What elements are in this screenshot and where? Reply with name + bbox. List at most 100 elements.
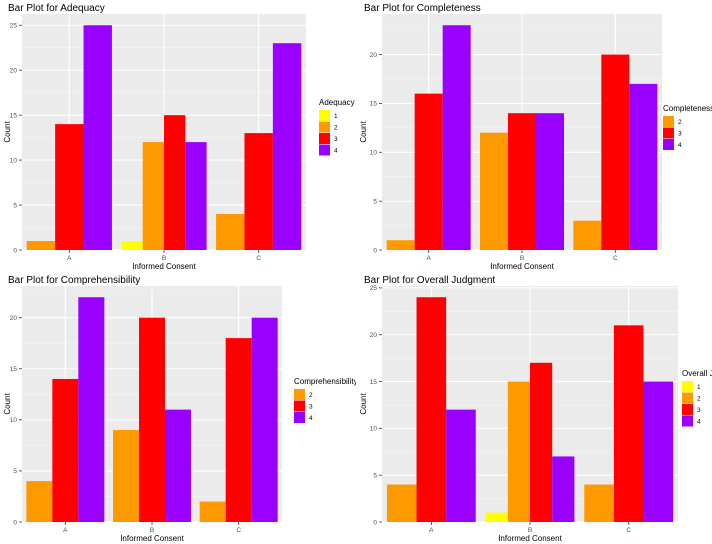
y-tick-label: 15 [10,112,18,119]
bar [164,115,186,251]
x-tick-label: B [520,255,524,262]
x-tick-label: A [426,255,431,262]
bar [530,362,553,522]
bar [185,142,207,250]
y-tick-label: 25 [10,23,18,30]
y-tick-label: 25 [370,285,378,292]
bar [251,317,278,522]
y-axis-label: Count [359,121,368,143]
bar [113,430,139,522]
y-tick-label: 5 [373,472,377,479]
legend-key [682,392,693,404]
legend-label: 2 [334,125,338,132]
x-tick-label: B [162,255,166,262]
x-tick-label: A [429,527,434,534]
legend-key [319,144,330,156]
bar [442,25,471,250]
y-tick-label: 5 [13,202,17,209]
chart-title: Bar Plot for Overall Judgment [364,275,495,286]
bar [414,93,443,250]
x-axis-label: Informed Consent [490,262,554,271]
bar [507,381,530,522]
x-tick-label: C [613,255,618,262]
y-tick-label: 20 [10,67,18,74]
bar [142,142,164,250]
bar [613,325,644,522]
bar [244,133,273,250]
legend-label: 4 [309,415,313,422]
chart-title: Bar Plot for Adequacy [8,3,105,14]
x-tick-label: B [150,527,154,534]
legend-key [682,415,693,427]
legend-key [319,133,330,144]
bar [386,484,417,522]
bar [272,43,302,250]
y-tick-label: 20 [370,52,378,59]
y-tick-label: 20 [370,332,378,339]
legend-label: 2 [309,392,313,399]
bar [225,338,252,522]
legend-label: 3 [697,407,701,414]
bar [26,481,53,522]
y-tick-label: 0 [13,247,17,254]
y-axis-label: Count [359,393,368,415]
x-tick-label: C [256,255,261,262]
bar [485,512,508,522]
bar [199,501,226,522]
x-axis-label: Informed Consent [120,534,184,543]
legend-label: 3 [334,136,338,143]
x-tick-label: A [63,527,68,534]
bar [573,220,602,250]
legend-label: 4 [678,142,682,149]
x-tick-label: A [67,255,72,262]
legend-key [319,121,330,133]
y-tick-label: 0 [373,519,377,526]
legend-key [319,110,330,121]
bar [216,214,245,250]
bar [139,317,165,522]
legend-title: Overall Judgment [682,369,712,378]
legend-title: Completeness [663,104,712,113]
bar [584,484,614,522]
bar [629,83,658,250]
legend-title: Comprehensibility [294,377,356,386]
bar [386,240,415,250]
legend-label: 3 [678,131,682,138]
legend-key [294,400,305,412]
bar [52,378,79,522]
bar [446,409,476,522]
legend-label: 1 [334,113,338,120]
x-tick-label: B [528,527,532,534]
chart-2: Bar Plot for Completeness 0 5 10 15 20 A B C Info… [359,3,712,271]
chart-title: Bar Plot for Completeness [364,3,481,14]
legend-key [294,412,305,423]
x-axis-label: Informed Consent [498,534,562,543]
bar [121,241,143,250]
y-tick-label: 0 [373,247,377,254]
bar [26,241,56,250]
y-tick-label: 15 [370,101,378,108]
legend-key [663,127,674,139]
y-tick-label: 5 [13,468,17,475]
x-axis-label: Informed Consent [132,262,196,271]
bar [536,113,564,250]
chart-title: Bar Plot for Comprehensibility [8,275,140,286]
y-tick-label: 15 [370,379,378,386]
legend-label: 4 [697,419,701,426]
legend-label: 2 [697,396,701,403]
legend-key [663,139,674,150]
y-axis-label: Count [3,121,12,143]
bar [78,297,105,522]
legend-label: 2 [678,119,682,126]
y-tick-label: 0 [13,519,17,526]
x-tick-label: C [236,527,241,534]
y-tick-label: 15 [10,366,18,373]
y-axis-label: Count [3,393,12,415]
bar [416,297,447,522]
legend-label: 1 [697,384,701,391]
bar [508,113,536,250]
legend-key [682,404,693,415]
y-tick-label: 10 [370,426,378,433]
y-tick-label: 10 [10,157,18,164]
